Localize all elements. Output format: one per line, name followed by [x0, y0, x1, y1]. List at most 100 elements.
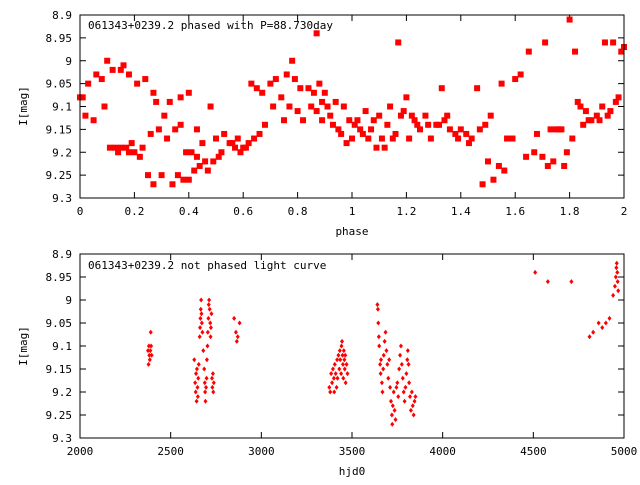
data-point — [256, 130, 263, 137]
data-point — [591, 329, 596, 335]
unphased-x-axis-label: hjd0 — [339, 465, 366, 478]
data-point — [390, 421, 395, 427]
y-tick-label: 9.2 — [52, 146, 72, 159]
data-point — [487, 112, 494, 119]
data-point — [582, 108, 589, 115]
data-point — [465, 140, 472, 147]
data-point — [335, 126, 342, 133]
data-point — [146, 361, 151, 367]
data-point — [117, 66, 124, 73]
data-point — [400, 375, 405, 381]
data-point — [381, 366, 386, 372]
data-point — [93, 71, 100, 78]
data-point — [90, 117, 97, 124]
data-point — [195, 384, 200, 390]
data-point — [235, 334, 240, 340]
data-point — [210, 371, 215, 377]
data-point — [383, 329, 388, 335]
data-point — [611, 292, 616, 298]
data-point — [206, 315, 211, 321]
data-point — [394, 384, 399, 390]
data-point — [476, 126, 483, 133]
data-point — [339, 343, 344, 349]
data-point — [233, 329, 238, 335]
x-tick-label: 2500 — [157, 445, 184, 458]
data-point — [174, 172, 181, 179]
data-point — [117, 144, 124, 151]
data-point — [98, 76, 105, 83]
data-point — [455, 135, 462, 142]
data-point — [305, 85, 312, 92]
data-point — [145, 172, 151, 179]
data-point — [402, 398, 407, 404]
data-point — [343, 380, 348, 386]
data-point — [169, 181, 176, 188]
data-point — [436, 121, 443, 128]
data-point — [194, 398, 199, 404]
data-point — [272, 76, 279, 83]
data-point — [155, 126, 162, 133]
data-point — [340, 361, 345, 367]
data-point — [403, 384, 408, 390]
x-tick-label: 4500 — [520, 445, 547, 458]
data-point — [164, 135, 171, 142]
data-point — [196, 162, 203, 169]
data-point — [267, 80, 274, 87]
data-point — [613, 274, 618, 280]
data-point — [146, 343, 151, 349]
data-point — [395, 380, 400, 386]
data-point — [425, 121, 432, 128]
data-point — [612, 283, 617, 289]
data-point — [313, 30, 320, 37]
data-point — [379, 357, 384, 363]
data-point — [192, 357, 197, 363]
data-point — [485, 158, 491, 165]
data-point — [193, 153, 200, 160]
data-point — [338, 357, 343, 363]
data-point — [405, 357, 410, 363]
data-point — [359, 130, 366, 137]
data-point — [414, 121, 421, 128]
phased-y-tick-labels: 8.9 8.95 9 9.05 9.1 9.15 9.2 9.25 9.3 — [46, 9, 73, 205]
y-tick-label: 8.95 — [46, 32, 73, 45]
data-point — [580, 121, 587, 128]
data-point — [375, 302, 380, 308]
phased-plot-frame — [79, 14, 625, 199]
data-point — [221, 130, 228, 137]
data-point — [82, 112, 89, 119]
data-point — [616, 288, 621, 294]
data-point — [198, 315, 203, 321]
data-point — [395, 39, 402, 46]
data-point — [112, 144, 119, 151]
data-point — [340, 103, 347, 110]
data-point — [422, 112, 429, 119]
data-point — [335, 357, 340, 363]
y-tick-label: 9.05 — [46, 317, 73, 330]
data-point — [150, 89, 157, 96]
data-point — [501, 167, 508, 174]
data-point — [357, 126, 364, 133]
data-point — [441, 117, 448, 124]
data-point — [148, 329, 153, 335]
unphased-panel: 8.9 8.95 9 9.05 9.1 9.15 9.2 9.25 9.3 2000 2500 30… — [17, 248, 637, 478]
data-point — [202, 366, 207, 372]
data-point — [382, 338, 387, 344]
data-point — [150, 181, 157, 188]
data-point — [131, 149, 138, 156]
data-point — [195, 394, 200, 400]
data-point — [337, 348, 342, 354]
data-point — [193, 380, 198, 386]
data-point — [259, 89, 266, 96]
data-point — [210, 384, 215, 390]
data-point — [242, 144, 249, 151]
data-point — [194, 366, 199, 372]
data-point — [368, 126, 375, 133]
y-tick-label: 8.95 — [46, 271, 73, 284]
data-point — [370, 117, 377, 124]
data-point — [413, 394, 418, 400]
data-point — [446, 126, 453, 133]
data-point — [289, 57, 296, 64]
data-point — [106, 144, 113, 151]
data-point — [341, 348, 346, 354]
data-point — [148, 348, 153, 354]
